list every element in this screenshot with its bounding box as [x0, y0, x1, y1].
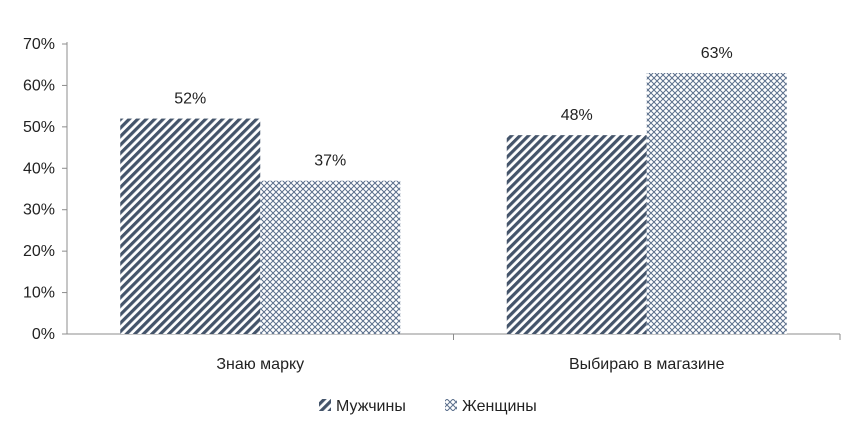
x-category-label: Знаю марку: [216, 356, 304, 373]
bar-men: [506, 135, 647, 334]
legend: Мужчины Женщины: [319, 398, 537, 415]
bar-women: [646, 73, 787, 334]
x-category-label: Выбираю в магазине: [569, 356, 725, 373]
data-label: 52%: [174, 91, 206, 108]
bar-women: [260, 180, 401, 334]
data-label: 48%: [561, 107, 593, 124]
y-tick-label: 70%: [23, 36, 55, 53]
y-tick-label: 40%: [23, 160, 55, 177]
data-labels: 52% 37% 48% 63%: [174, 45, 733, 170]
y-tick-label: 30%: [23, 202, 55, 219]
data-label: 37%: [314, 153, 346, 170]
y-tick-label: 10%: [23, 285, 55, 302]
legend-label-men: Мужчины: [336, 398, 406, 415]
bar-men: [120, 118, 261, 334]
legend-swatch-men: [319, 399, 331, 411]
bars: [120, 73, 787, 334]
y-tick-label: 0%: [32, 326, 55, 343]
y-tick-label: 20%: [23, 243, 55, 260]
y-tick-label: 50%: [23, 119, 55, 136]
legend-swatch-women: [445, 399, 457, 411]
axes: 0% 10% 20% 30% 40% 50% 60% 70% Знаю марку Выбираю…: [23, 36, 841, 373]
y-tick-label: 60%: [23, 77, 55, 94]
legend-label-women: Женщины: [462, 398, 537, 415]
data-label: 63%: [701, 45, 733, 62]
